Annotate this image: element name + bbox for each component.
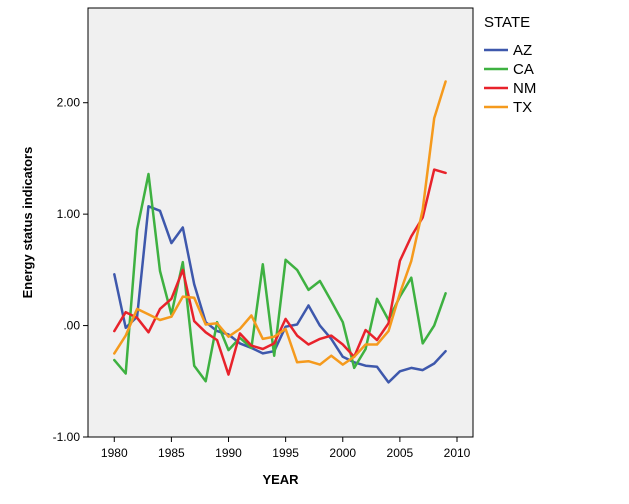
x-tick-label: 1990 bbox=[215, 446, 242, 460]
x-axis: 1980 1985 1990 1995 2000 2005 2010 bbox=[101, 437, 471, 460]
x-tick-label: 2010 bbox=[444, 446, 471, 460]
series-line-tx bbox=[113, 80, 447, 366]
x-axis-title: YEAR bbox=[262, 472, 299, 487]
series-line-nm bbox=[113, 168, 447, 376]
y-tick-label: -1.00 bbox=[53, 430, 81, 444]
legend: STATE AZ CA NM TX bbox=[484, 14, 536, 116]
y-tick-label: .00 bbox=[63, 319, 80, 333]
x-tick-label: 1980 bbox=[101, 446, 128, 460]
series-lines bbox=[113, 80, 447, 384]
x-tick-label: 2000 bbox=[329, 446, 356, 460]
x-tick-label: 2005 bbox=[387, 446, 414, 460]
legend-label-nm: NM bbox=[513, 80, 536, 97]
y-tick-label: 1.00 bbox=[57, 207, 81, 221]
legend-label-az: AZ bbox=[513, 42, 532, 59]
series-line-az bbox=[113, 205, 447, 384]
plot-area bbox=[87, 7, 474, 438]
y-axis-title: Energy status indicators bbox=[20, 147, 35, 299]
legend-title: STATE bbox=[484, 14, 530, 31]
legend-label-ca: CA bbox=[513, 61, 534, 78]
y-axis: -1.00 .00 1.00 2.00 bbox=[53, 96, 88, 444]
legend-label-tx: TX bbox=[513, 99, 532, 116]
x-tick-label: 1985 bbox=[158, 446, 185, 460]
y-tick-label: 2.00 bbox=[57, 96, 81, 110]
x-tick-label: 1995 bbox=[272, 446, 299, 460]
